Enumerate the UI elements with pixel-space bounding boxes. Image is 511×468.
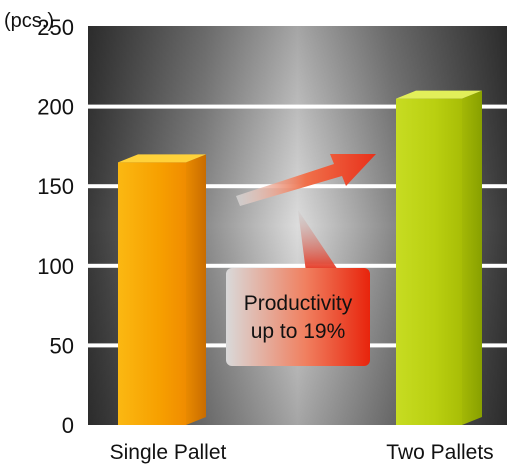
- y-axis-unit-label: (pcs.): [4, 10, 54, 32]
- callout-line-1: Productivity: [244, 292, 353, 315]
- callout-line-2: up to 19%: [251, 320, 346, 343]
- callout-box: [226, 268, 370, 366]
- y-tick-label: 200: [37, 95, 74, 120]
- y-tick-label: 0: [62, 413, 74, 438]
- y-tick-label: 250: [37, 15, 74, 40]
- callout-pointer: [298, 210, 338, 272]
- y-tick-label: 50: [50, 333, 74, 358]
- gridline: [88, 263, 507, 268]
- bar-side: [186, 154, 206, 425]
- bar-2: [396, 90, 482, 425]
- bar-top: [396, 90, 482, 99]
- bar-front: [396, 98, 462, 425]
- bar-side: [462, 90, 482, 425]
- growth-arrow: [236, 154, 376, 206]
- x-category-label: Single Pallet: [110, 441, 227, 464]
- x-category-label: Two Pallets: [386, 441, 493, 464]
- bar-front: [118, 162, 186, 425]
- x-axis-labels: Single Pallet Two Pallets: [110, 441, 494, 464]
- bars: [118, 90, 482, 425]
- y-axis-ticks: 0 50 100 150 200 250: [37, 15, 74, 438]
- gridline: [88, 104, 507, 109]
- bar-top: [118, 154, 206, 163]
- productivity-annotation: Productivity up to 19%: [226, 154, 376, 366]
- y-tick-label: 100: [37, 254, 74, 279]
- bar-1: [118, 154, 206, 425]
- y-tick-label: 150: [37, 174, 74, 199]
